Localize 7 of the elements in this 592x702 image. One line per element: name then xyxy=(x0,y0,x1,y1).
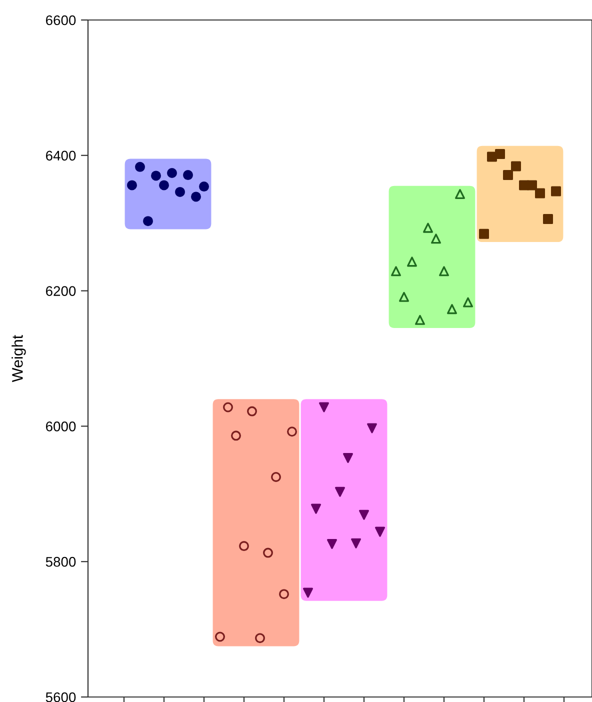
y-tick-label: 5800 xyxy=(46,556,76,567)
y-tick-label: 6200 xyxy=(46,286,76,296)
y-tick-label: 6400 xyxy=(46,150,76,161)
y-tick-label: 6600 xyxy=(46,15,76,26)
y-tick-label: 6000 xyxy=(46,422,76,432)
y-axis-title: Weight xyxy=(12,334,26,382)
y-tick-label: 5600 xyxy=(46,692,76,702)
